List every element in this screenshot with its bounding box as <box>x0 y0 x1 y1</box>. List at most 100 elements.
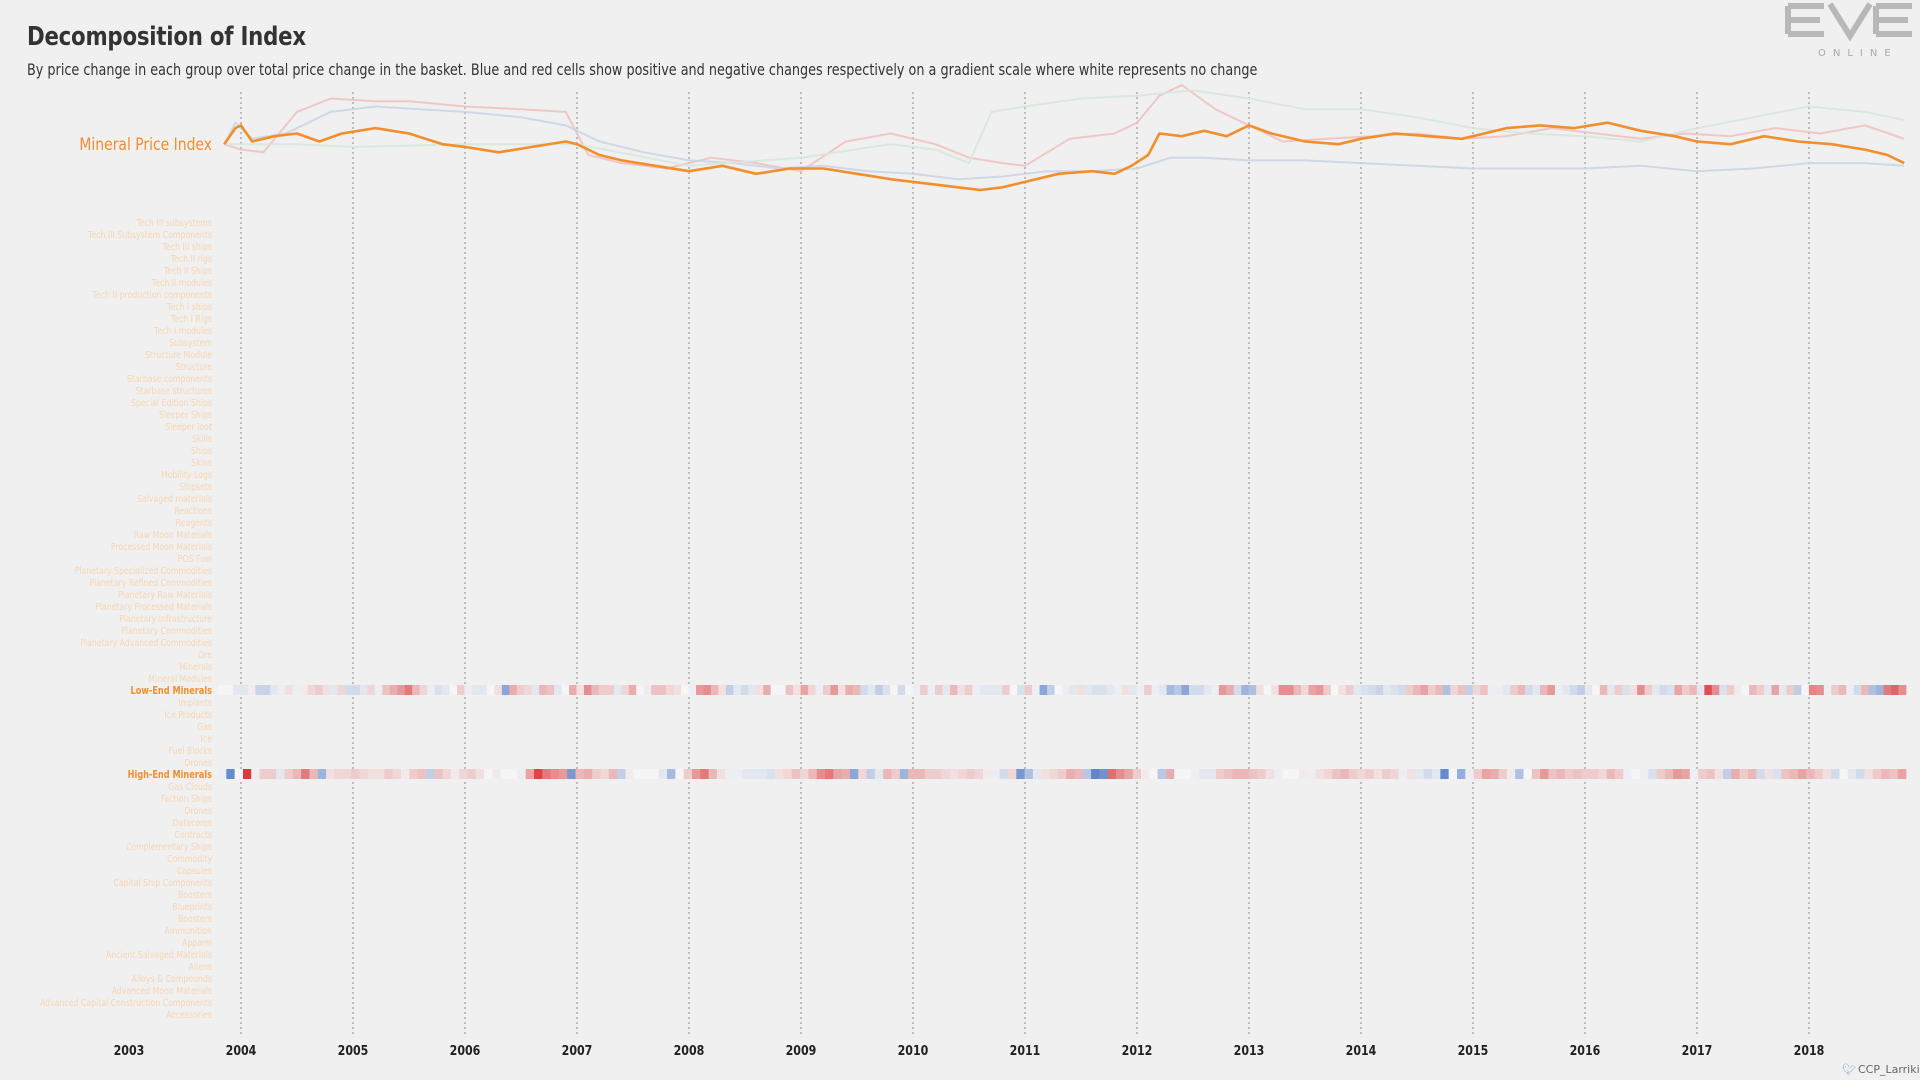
heatmap-cell <box>905 685 914 695</box>
heatmap-cell <box>1211 685 1220 695</box>
heatmap-cell <box>1864 769 1874 779</box>
heatmap-cell <box>1413 685 1421 695</box>
heatmap-row-label: Starbase components <box>127 374 212 385</box>
heatmap-cell <box>1332 769 1341 779</box>
heatmap-cell <box>1398 685 1406 695</box>
heatmap-cell <box>1786 685 1795 695</box>
author-credit[interactable]: 🐦︎ CCP_Larrikin <box>1842 1063 1920 1076</box>
heatmap-cell <box>1872 769 1882 779</box>
heatmap-cell <box>1801 685 1810 695</box>
heatmap-cell <box>1345 685 1354 695</box>
heatmap-cell <box>1405 685 1414 695</box>
heatmap-row-label: Tech III subsystems <box>136 218 213 229</box>
heatmap-cell <box>733 769 743 779</box>
heatmap-cell <box>359 685 368 695</box>
heatmap-cell <box>1644 685 1653 695</box>
heatmap-row-label: Apparel <box>182 938 212 949</box>
heatmap-cell <box>750 769 759 779</box>
heatmap-cell <box>1298 769 1308 779</box>
heatmap-row-label: Datacores <box>172 818 212 829</box>
heatmap-cell <box>681 685 689 695</box>
heatmap-cell <box>1689 685 1698 695</box>
heatmap-row-label: Planetary Specialized Commodities <box>75 566 213 577</box>
heatmap-row-label: Planetary Advanced Commodities <box>80 638 212 649</box>
heatmap-cell <box>285 685 294 695</box>
heatmap-cell <box>409 769 418 779</box>
heatmap-cell <box>1590 769 1599 779</box>
heatmap-cell <box>1839 769 1849 779</box>
heatmap-cell <box>1232 769 1242 779</box>
heatmap-cell <box>1723 769 1732 779</box>
heatmap-cell <box>1719 685 1728 695</box>
heatmap-cell <box>1233 685 1242 695</box>
heatmap-cell <box>708 769 718 779</box>
heatmap-cell <box>1024 769 1034 779</box>
heatmap-cell <box>1323 685 1332 695</box>
heatmap-cell <box>1565 769 1574 779</box>
heatmap-cell <box>1340 769 1350 779</box>
heatmap-cell <box>1498 769 1508 779</box>
heatmap-cell <box>1440 769 1450 779</box>
heatmap-cell <box>1891 685 1899 695</box>
heatmap-cell <box>1432 769 1441 779</box>
heatmap-row-label: Mobility Logs <box>161 470 212 481</box>
heatmap-cell <box>606 685 615 695</box>
heatmap-cell <box>1592 685 1601 695</box>
heatmap-cell <box>1084 685 1093 695</box>
heatmap-cell <box>941 769 951 779</box>
heatmap-cell <box>1797 769 1807 779</box>
heatmap-cell <box>1681 769 1691 779</box>
heatmap-cell <box>808 769 818 779</box>
heatmap-cell <box>617 769 626 779</box>
heatmap-cell <box>334 769 344 779</box>
heatmap-cell <box>1472 685 1481 695</box>
series-line-mineral-price-index <box>223 121 1905 192</box>
heatmap-cell <box>1889 769 1899 779</box>
heatmap-cell <box>1249 769 1258 779</box>
heatmap-cell <box>874 769 884 779</box>
heatmap-cell <box>524 685 533 695</box>
heatmap-cell <box>351 769 360 779</box>
heatmap-cell <box>1450 685 1459 695</box>
heatmap-cell <box>1106 685 1115 695</box>
heatmap-cell <box>434 685 443 695</box>
heatmap-cell <box>800 769 809 779</box>
heatmap-cell <box>1114 685 1123 695</box>
heatmap-row-label: Planetary Processed Materials <box>95 602 212 613</box>
heatmap-cell <box>1338 685 1347 695</box>
heatmap-cell <box>1257 769 1267 779</box>
heatmap-cell <box>284 769 294 779</box>
heatmap-cell <box>683 769 693 779</box>
heatmap-cell <box>991 769 1001 779</box>
x-tick-label: 2011 <box>1010 1043 1041 1058</box>
heatmap-cell <box>1606 769 1616 779</box>
heatmap-cell <box>486 685 495 695</box>
heatmap-cell <box>1166 685 1175 695</box>
heatmap-cell <box>1623 769 1632 779</box>
heatmap-cell <box>1739 769 1749 779</box>
heatmap-cell <box>1696 685 1705 695</box>
heatmap-cell <box>718 685 727 695</box>
heatmap-cell <box>569 685 577 695</box>
heatmap-cell <box>494 685 503 695</box>
heatmap-cell <box>725 685 734 695</box>
heatmap-row-label: Drones <box>184 806 212 817</box>
heatmap-row-label: Salvaged materials <box>137 494 212 505</box>
heatmap-row-label: Tech I Rigs <box>170 314 212 325</box>
heatmap-cell <box>1806 769 1815 779</box>
heatmap-cell <box>561 685 570 695</box>
heatmap-cell <box>716 769 726 779</box>
heatmap-cell <box>516 685 525 695</box>
heatmap-cell <box>1041 769 1050 779</box>
heatmap-cell <box>1159 685 1167 695</box>
heatmap-cell <box>1517 685 1526 695</box>
heatmap-cell <box>700 769 710 779</box>
heatmap-cell <box>1049 769 1059 779</box>
heatmap-cell <box>766 769 776 779</box>
heatmap-cell <box>908 769 917 779</box>
heatmap-cell <box>450 769 460 779</box>
heatmap-cell <box>983 769 992 779</box>
heatmap-cell <box>691 769 701 779</box>
heatmap-cell <box>251 769 260 779</box>
